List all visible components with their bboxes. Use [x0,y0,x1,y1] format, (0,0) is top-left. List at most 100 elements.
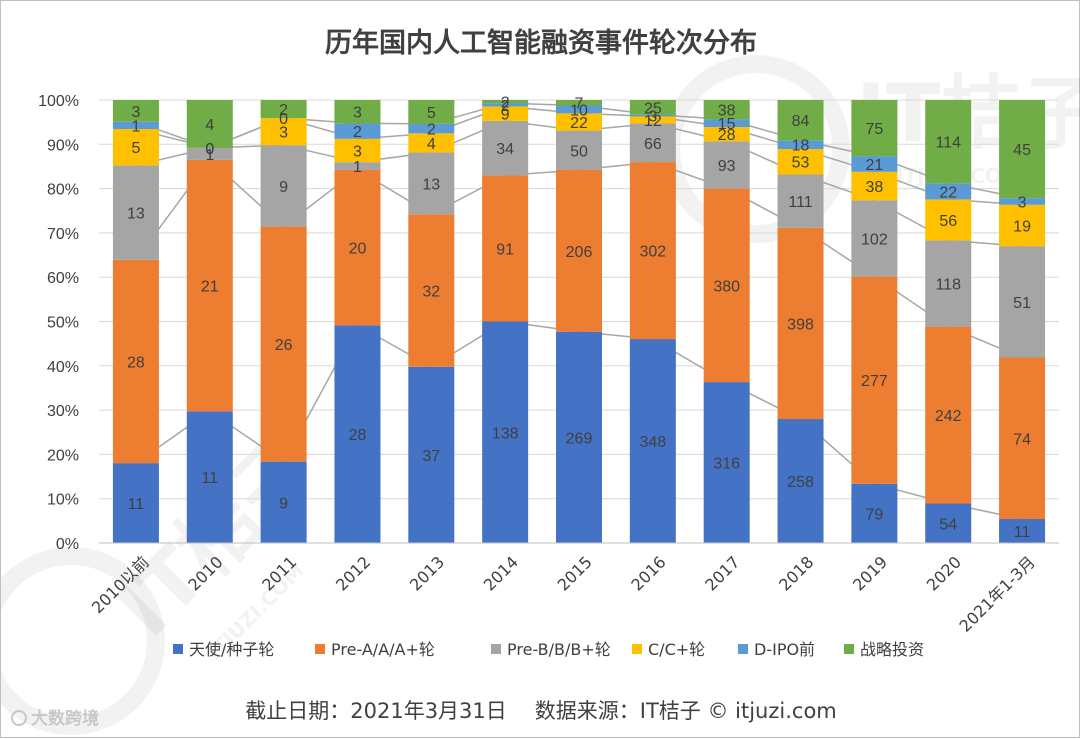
data-label: 28 [127,354,145,371]
data-label: 2 [427,122,436,139]
bar-segment [556,331,602,543]
bar-segment [999,100,1046,199]
watermark: IT桔子 ITJUZI.COM IT桔子 ITJUZI.COM [1,55,1080,735]
bar-segment [186,147,233,160]
data-label: 0 [279,111,288,128]
data-label: 7 [575,96,584,113]
x-tick-label: 2012 [332,552,374,594]
y-tick-label: 30% [47,403,79,420]
legend-swatch [491,644,501,654]
data-label: 56 [939,213,957,230]
data-label: 38 [865,179,883,196]
y-tick-label: 40% [47,359,79,376]
y-tick-label: 80% [47,182,79,199]
data-label: 75 [865,121,883,138]
data-label: 25 [644,100,662,117]
bar-segment [925,100,972,184]
bar-segment [334,325,381,543]
y-axis: 0% 10% 20% 30% 40% 50% 60% 70% 80% 90% 100% [38,93,79,553]
bar-segment [703,382,750,543]
data-label: 50 [570,143,588,160]
bar-segment [482,321,529,543]
legend-swatch [632,644,642,654]
bar-segment [334,162,381,170]
data-label: 102 [861,231,888,248]
data-label: 15 [718,116,736,133]
x-tick-label: 2018 [775,552,817,594]
bar-segment [999,357,1046,519]
chart-title: 历年国内人工智能融资事件轮次分布 [325,28,757,59]
bar-segment [629,100,676,115]
data-label: 242 [935,408,962,425]
bar-segment [186,159,233,412]
legend-label: 战略投资 [860,640,924,659]
legend-label: D-IPO前 [754,640,815,659]
data-label: 5 [131,140,140,157]
x-tick-label: 2017 [701,552,743,594]
bar-segment [703,119,750,127]
legend-swatch [173,644,183,654]
x-tick-label: 2013 [406,552,448,594]
bar-segment [260,145,307,227]
data-label: 21 [865,157,883,174]
bar-segment [482,106,529,121]
bar-segment [408,366,455,543]
legend-swatch [844,644,854,654]
data-label: 3 [131,104,140,121]
data-label: 380 [713,278,740,295]
y-tick-label: 70% [47,226,79,243]
bar-segment [851,276,898,484]
data-label: 28 [718,127,736,144]
data-label: 13 [422,176,440,193]
data-label: 51 [1013,295,1031,312]
bar-segment [925,503,972,543]
legend-label: C/C+轮 [648,640,705,659]
data-label: 277 [861,373,888,390]
bar-segment [260,118,307,146]
data-label: 13 [127,206,145,223]
bar-segment [925,199,972,241]
data-label: 2 [353,124,362,141]
bar-segment [334,100,381,124]
bar-segment [186,411,233,543]
x-tick-label: 2021年1-3月 [956,552,1039,635]
bar-segment [703,100,750,120]
corner-watermark-text: 大数跨境 [31,709,99,729]
bar-segment [556,169,602,332]
data-label: 74 [1013,431,1031,448]
bar-segment [112,259,159,464]
data-label: 114 [935,135,961,152]
bar-segment [112,165,159,260]
data-label: 9 [501,107,510,124]
data-label: 4 [205,117,214,134]
bar-segment [777,100,824,141]
bar-segment [556,105,602,114]
bar-segment [851,200,898,277]
legend-label: 天使/种子轮 [189,640,274,659]
data-label: 11 [1014,524,1031,541]
legend: 天使/种子轮 Pre-A/A/A+轮 Pre-B/B/B+轮 C/C+轮 D-IPO前 战… [173,640,924,659]
data-label: 0 [205,141,214,158]
bar-segment [925,326,972,504]
bar-segment [777,174,824,228]
data-label: 258 [787,474,814,491]
data-label: 0 [205,141,214,158]
data-label: 53 [792,155,810,172]
bar-segment [482,120,529,176]
bar-segment [482,100,529,104]
data-label: 348 [639,434,666,451]
bar-segment [703,126,750,142]
bar-segment [556,100,602,106]
data-label: 84 [792,113,810,130]
data-label: 19 [1013,218,1031,235]
bar-segment [777,149,824,175]
data-label: 11 [128,496,145,513]
data-label: 32 [422,284,440,301]
x-tick-label: 2019 [849,552,891,594]
data-label: 302 [639,244,666,261]
data-label: 206 [566,244,593,261]
data-label: 93 [718,158,736,175]
data-label: 21 [201,279,219,296]
